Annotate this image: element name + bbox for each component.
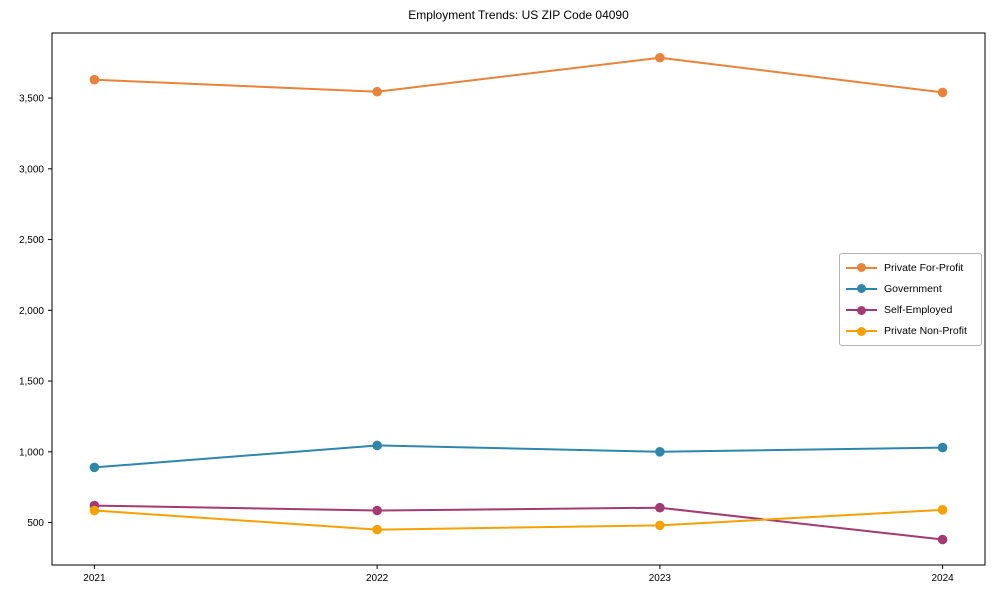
data-point: [937, 87, 948, 98]
y-tick-label: 1,500: [19, 377, 44, 388]
y-tick-label: 3,000: [19, 164, 44, 175]
data-point: [89, 462, 100, 473]
data-point: [372, 505, 382, 516]
legend-label: Private Non-Profit: [884, 325, 967, 338]
plot-frame: [51, 32, 986, 566]
legend-item: Private Non-Profit: [846, 321, 975, 341]
data-point: [937, 534, 948, 545]
data-point: [937, 505, 948, 515]
y-tick-label: 2,500: [19, 235, 44, 246]
chart-legend: Private For-Profit Government Self-Employe…: [839, 253, 982, 346]
data-point: [372, 86, 382, 97]
data-point: [655, 447, 665, 457]
x-tick-label: 2023: [649, 573, 672, 584]
data-point: [89, 505, 100, 516]
legend-item: Government: [846, 279, 975, 299]
legend-label: Self-Employed: [884, 304, 953, 317]
legend-item: Private For-Profit: [846, 258, 975, 278]
chart-title: Employment Trends: US ZIP Code 04090: [408, 8, 629, 22]
legend-label: Government: [884, 282, 942, 295]
y-tick-label: 1,000: [19, 447, 44, 458]
x-tick-label: 2024: [931, 573, 954, 584]
data-point: [89, 74, 100, 85]
x-tick-label: 2021: [83, 573, 106, 584]
y-tick-label: 2,000: [19, 306, 44, 317]
data-point: [372, 440, 382, 451]
series-line: [93, 504, 944, 541]
legend-line-marker-icon: [846, 305, 877, 316]
legend-item: Self-Employed: [846, 300, 975, 320]
x-tick-label: 2022: [366, 573, 389, 584]
y-tick-label: 500: [27, 518, 44, 529]
legend-label: Private For-Profit: [884, 261, 964, 274]
series-line: [93, 508, 944, 531]
series-line: [93, 56, 944, 94]
legend-line-marker-icon: [846, 326, 877, 337]
data-point: [655, 502, 665, 513]
legend-line-marker-icon: [846, 283, 877, 294]
data-point: [372, 524, 382, 535]
data-point: [655, 520, 665, 531]
data-point: [937, 442, 948, 453]
data-point: [655, 52, 665, 63]
y-tick-label: 3,500: [19, 94, 44, 105]
legend-line-marker-icon: [846, 262, 877, 273]
series-line: [93, 444, 944, 469]
